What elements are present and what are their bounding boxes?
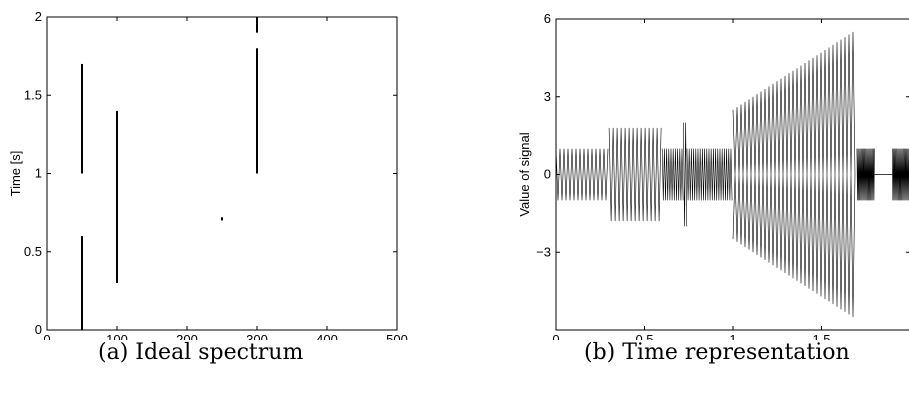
x-tick-label: 300: [246, 332, 268, 340]
signal-segment: [732, 174, 856, 318]
chart-time-representation: 00.511.5−3036Time [s]Value of signal: [517, 11, 909, 360]
x-tick-label: 1.5: [812, 332, 830, 340]
figure-panel-b: 00.511.5−3036Time [s]Value of signal (b)…: [455, 0, 909, 403]
y-axis-label: Time [s]: [8, 151, 23, 197]
plot-frame: [46, 16, 398, 331]
signal-segment: [556, 148, 609, 201]
x-tick-label: 0.5: [635, 332, 653, 340]
y-tick-label: 6: [544, 11, 551, 26]
y-tick-label: −3: [536, 244, 551, 259]
x-tick-label: 0: [552, 332, 559, 340]
signal-segment: [892, 148, 909, 201]
x-tick-label: 200: [176, 332, 198, 340]
y-tick-label: 3: [544, 89, 551, 104]
y-tick-label: 2: [35, 9, 42, 24]
y-tick-label: 1.5: [24, 87, 42, 102]
y-tick-label: 0.5: [24, 244, 42, 259]
signal-segment: [732, 31, 856, 175]
x-tick-label: 400: [316, 332, 338, 340]
y-axis-label: Value of signal: [517, 132, 532, 216]
signal-segment: [608, 127, 662, 222]
signal-segment: [686, 148, 733, 201]
signal-segment: [856, 148, 875, 201]
signal-trace-group: [556, 31, 909, 318]
y-tick-label: 1: [35, 166, 42, 181]
caption-a: (a) Ideal spectrum: [98, 340, 304, 365]
x-tick-label: 1: [729, 332, 736, 340]
y-tick-label: 0: [35, 322, 42, 337]
signal-segment: [661, 148, 684, 201]
plot-frame: [555, 18, 909, 331]
x-tick-label: 0: [43, 332, 50, 340]
caption-b: (b) Time representation: [584, 340, 850, 365]
signal-segment: [683, 122, 688, 227]
x-tick-label: 100: [106, 332, 128, 340]
x-tick-label: 500: [386, 332, 408, 340]
y-tick-label: 0: [544, 167, 551, 182]
